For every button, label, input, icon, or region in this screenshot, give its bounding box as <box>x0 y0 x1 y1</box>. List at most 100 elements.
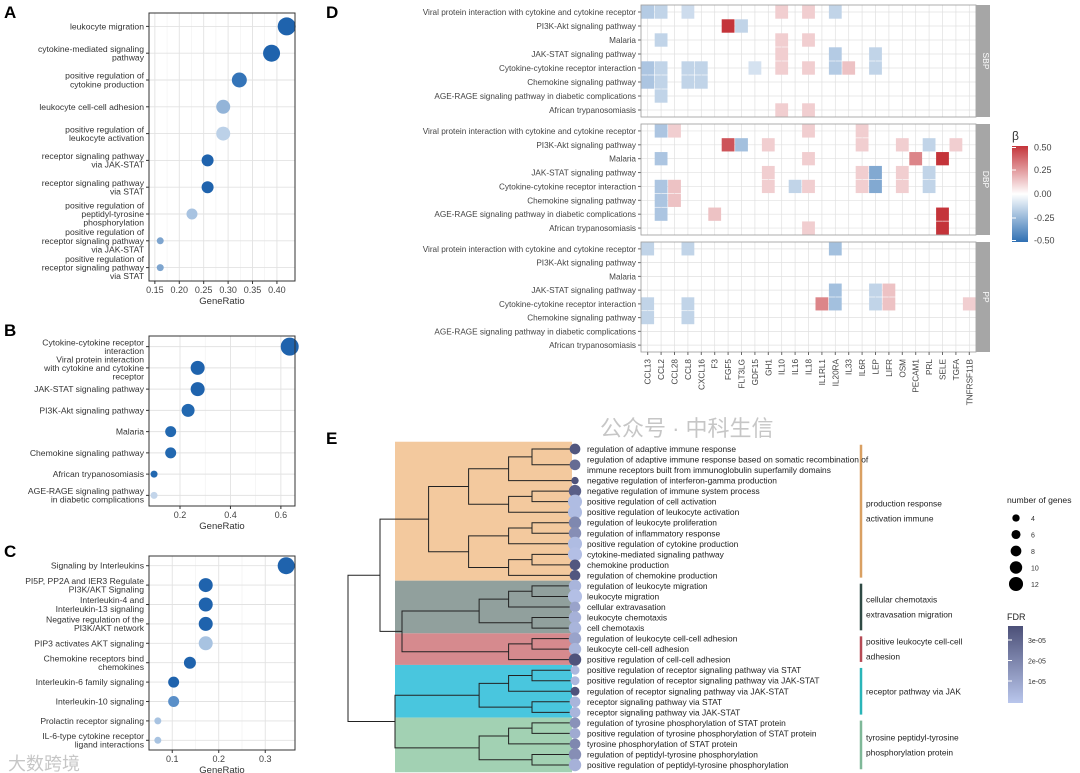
dot-point <box>216 126 231 141</box>
dendrogram-branch <box>347 574 395 723</box>
heatmap-cell <box>962 297 976 311</box>
y-tick-label: Interleukin-6 family signaling <box>36 677 145 687</box>
cluster-band <box>395 441 572 581</box>
pathway-label: Cytokine-cytokine receptor interaction <box>499 300 636 309</box>
pathway-label: AGE-RAGE signaling pathway in diabetic c… <box>434 327 636 336</box>
panel-b-dotplot: 0.2 0.4 0.6 Cytokine-cytokine receptor inter… <box>28 335 299 532</box>
cluster-label: tyrosine peptidyl-tyrosine phosphorylatio… <box>866 732 959 757</box>
facet-strip <box>976 5 990 117</box>
plot-border <box>148 335 296 507</box>
y-tick-label: Negative regulation of the PI3K/AKT netwo… <box>46 615 145 634</box>
term-label: positive regulation of leukocyte activat… <box>587 507 740 517</box>
heatmap-cell <box>802 103 815 117</box>
dot-point <box>150 470 158 478</box>
term-label: regulation of adaptive immune response b… <box>587 455 869 476</box>
heatmap-cell <box>681 61 695 75</box>
heatmap-cell <box>895 165 909 180</box>
heatmap-cell <box>828 5 842 19</box>
dot-point <box>150 491 158 499</box>
dot-point <box>181 403 195 417</box>
heatmap-cell <box>775 33 789 47</box>
heatmap-cell <box>802 124 815 138</box>
term-dot <box>567 494 583 509</box>
dendrogram-branch <box>508 527 572 545</box>
term-label: positive regulation of peptidyl-tyrosine… <box>587 760 789 770</box>
size-legend-label: 8 <box>1031 549 1035 556</box>
term-label: positive regulation of receptor signalin… <box>587 676 819 686</box>
fdr-legend-label: 1e-05 <box>1028 679 1046 686</box>
dot-point <box>156 264 164 272</box>
heatmap-cell <box>828 61 842 75</box>
dot-point <box>198 578 213 593</box>
size-legend-dot <box>1010 545 1022 557</box>
dendrogram-branch <box>508 674 572 692</box>
heatmap-cell <box>654 179 668 194</box>
heatmap-cell <box>869 47 882 61</box>
heatmap-cell <box>735 19 748 33</box>
facet-strip-label: SBP <box>981 52 991 69</box>
heatmap-cell <box>802 5 815 19</box>
y-tick-label: Cytokine-cytokine receptor interaction <box>42 337 144 356</box>
pathway-label: Viral protein interaction with cytokine … <box>423 127 637 136</box>
heatmap-cell <box>869 179 882 194</box>
heatmap-cell <box>775 103 789 117</box>
term-dot <box>570 686 580 696</box>
heatmap-cell <box>882 297 896 311</box>
gene-label: F3 <box>711 359 720 369</box>
facet-strip-label: PP <box>981 291 991 303</box>
size-legend-label: 12 <box>1031 582 1039 589</box>
gene-label: IL33 <box>845 359 854 375</box>
y-tick-label: positive regulation of cytokine productio… <box>65 71 144 90</box>
pathway-label: Viral protein interaction with cytokine … <box>423 8 637 17</box>
term-label: regulation of leukocyte migration <box>587 581 708 591</box>
heatmap-cell <box>681 311 695 325</box>
pathway-label: Chemokine signaling pathway <box>527 196 637 205</box>
term-label: positive regulation of tyrosine phosphor… <box>587 728 817 738</box>
heatmap-cell <box>681 242 695 256</box>
heatmap-cell <box>869 283 882 297</box>
term-dot <box>567 589 583 604</box>
term-dot <box>569 706 581 718</box>
gene-label: IL18 <box>805 359 814 375</box>
size-legend-title: number of genes <box>1007 495 1072 505</box>
plot-background <box>149 556 295 750</box>
term-dot <box>567 547 583 562</box>
y-tick-label: receptor signaling pathway via JAK-STAT <box>42 151 145 170</box>
term-dot <box>570 665 580 675</box>
y-tick-label: AGE-RAGE signaling pathway in diabetic co… <box>28 486 145 505</box>
panel-label-c: C <box>4 542 16 561</box>
dot-point <box>165 426 177 438</box>
term-label: leukocyte chemotaxis <box>587 613 667 623</box>
term-dot <box>568 611 582 624</box>
heatmap-cell <box>775 61 789 75</box>
size-legend-dot <box>1012 514 1020 522</box>
gene-label: CCL2 <box>657 359 666 380</box>
gene-label: CXCL16 <box>697 359 706 390</box>
term-label: leukocyte migration <box>587 591 659 601</box>
plot-border <box>148 555 296 751</box>
gene-label: IL20RA <box>831 358 840 386</box>
heatmap-cell <box>668 193 681 207</box>
legend-title: β <box>1012 129 1019 143</box>
heatmap-cell <box>828 297 842 311</box>
y-tick-label: African trypanosomiasis <box>53 469 144 479</box>
heatmap-cell <box>802 221 815 235</box>
term-label: leukocyte cell-cell adhesion <box>587 644 689 654</box>
x-tick-label: 0.6 <box>275 510 288 520</box>
dot-point <box>183 656 196 669</box>
term-label: chemokine production <box>587 560 669 570</box>
heatmap-cell <box>828 242 842 256</box>
dot-point <box>231 72 247 88</box>
cluster-label: receptor pathway via JAK <box>866 686 961 696</box>
gene-label: TGFA <box>952 358 961 380</box>
term-label: regulation of leukocyte proliferation <box>587 518 717 528</box>
heatmap-cell <box>802 33 815 47</box>
term-label: receptor signaling pathway via STAT <box>587 697 722 707</box>
y-tick-label: leukocyte cell-cell adhesion <box>39 102 144 112</box>
term-label: tyrosine phosphorylation of STAT protein <box>587 739 738 749</box>
x-tick-label: 0.3 <box>259 754 272 764</box>
dendrogram-branch <box>478 735 532 761</box>
gene-label: FLT3LG <box>738 359 747 388</box>
heatmap-cell <box>828 283 842 297</box>
x-axis-title: GeneRatio <box>199 521 244 532</box>
